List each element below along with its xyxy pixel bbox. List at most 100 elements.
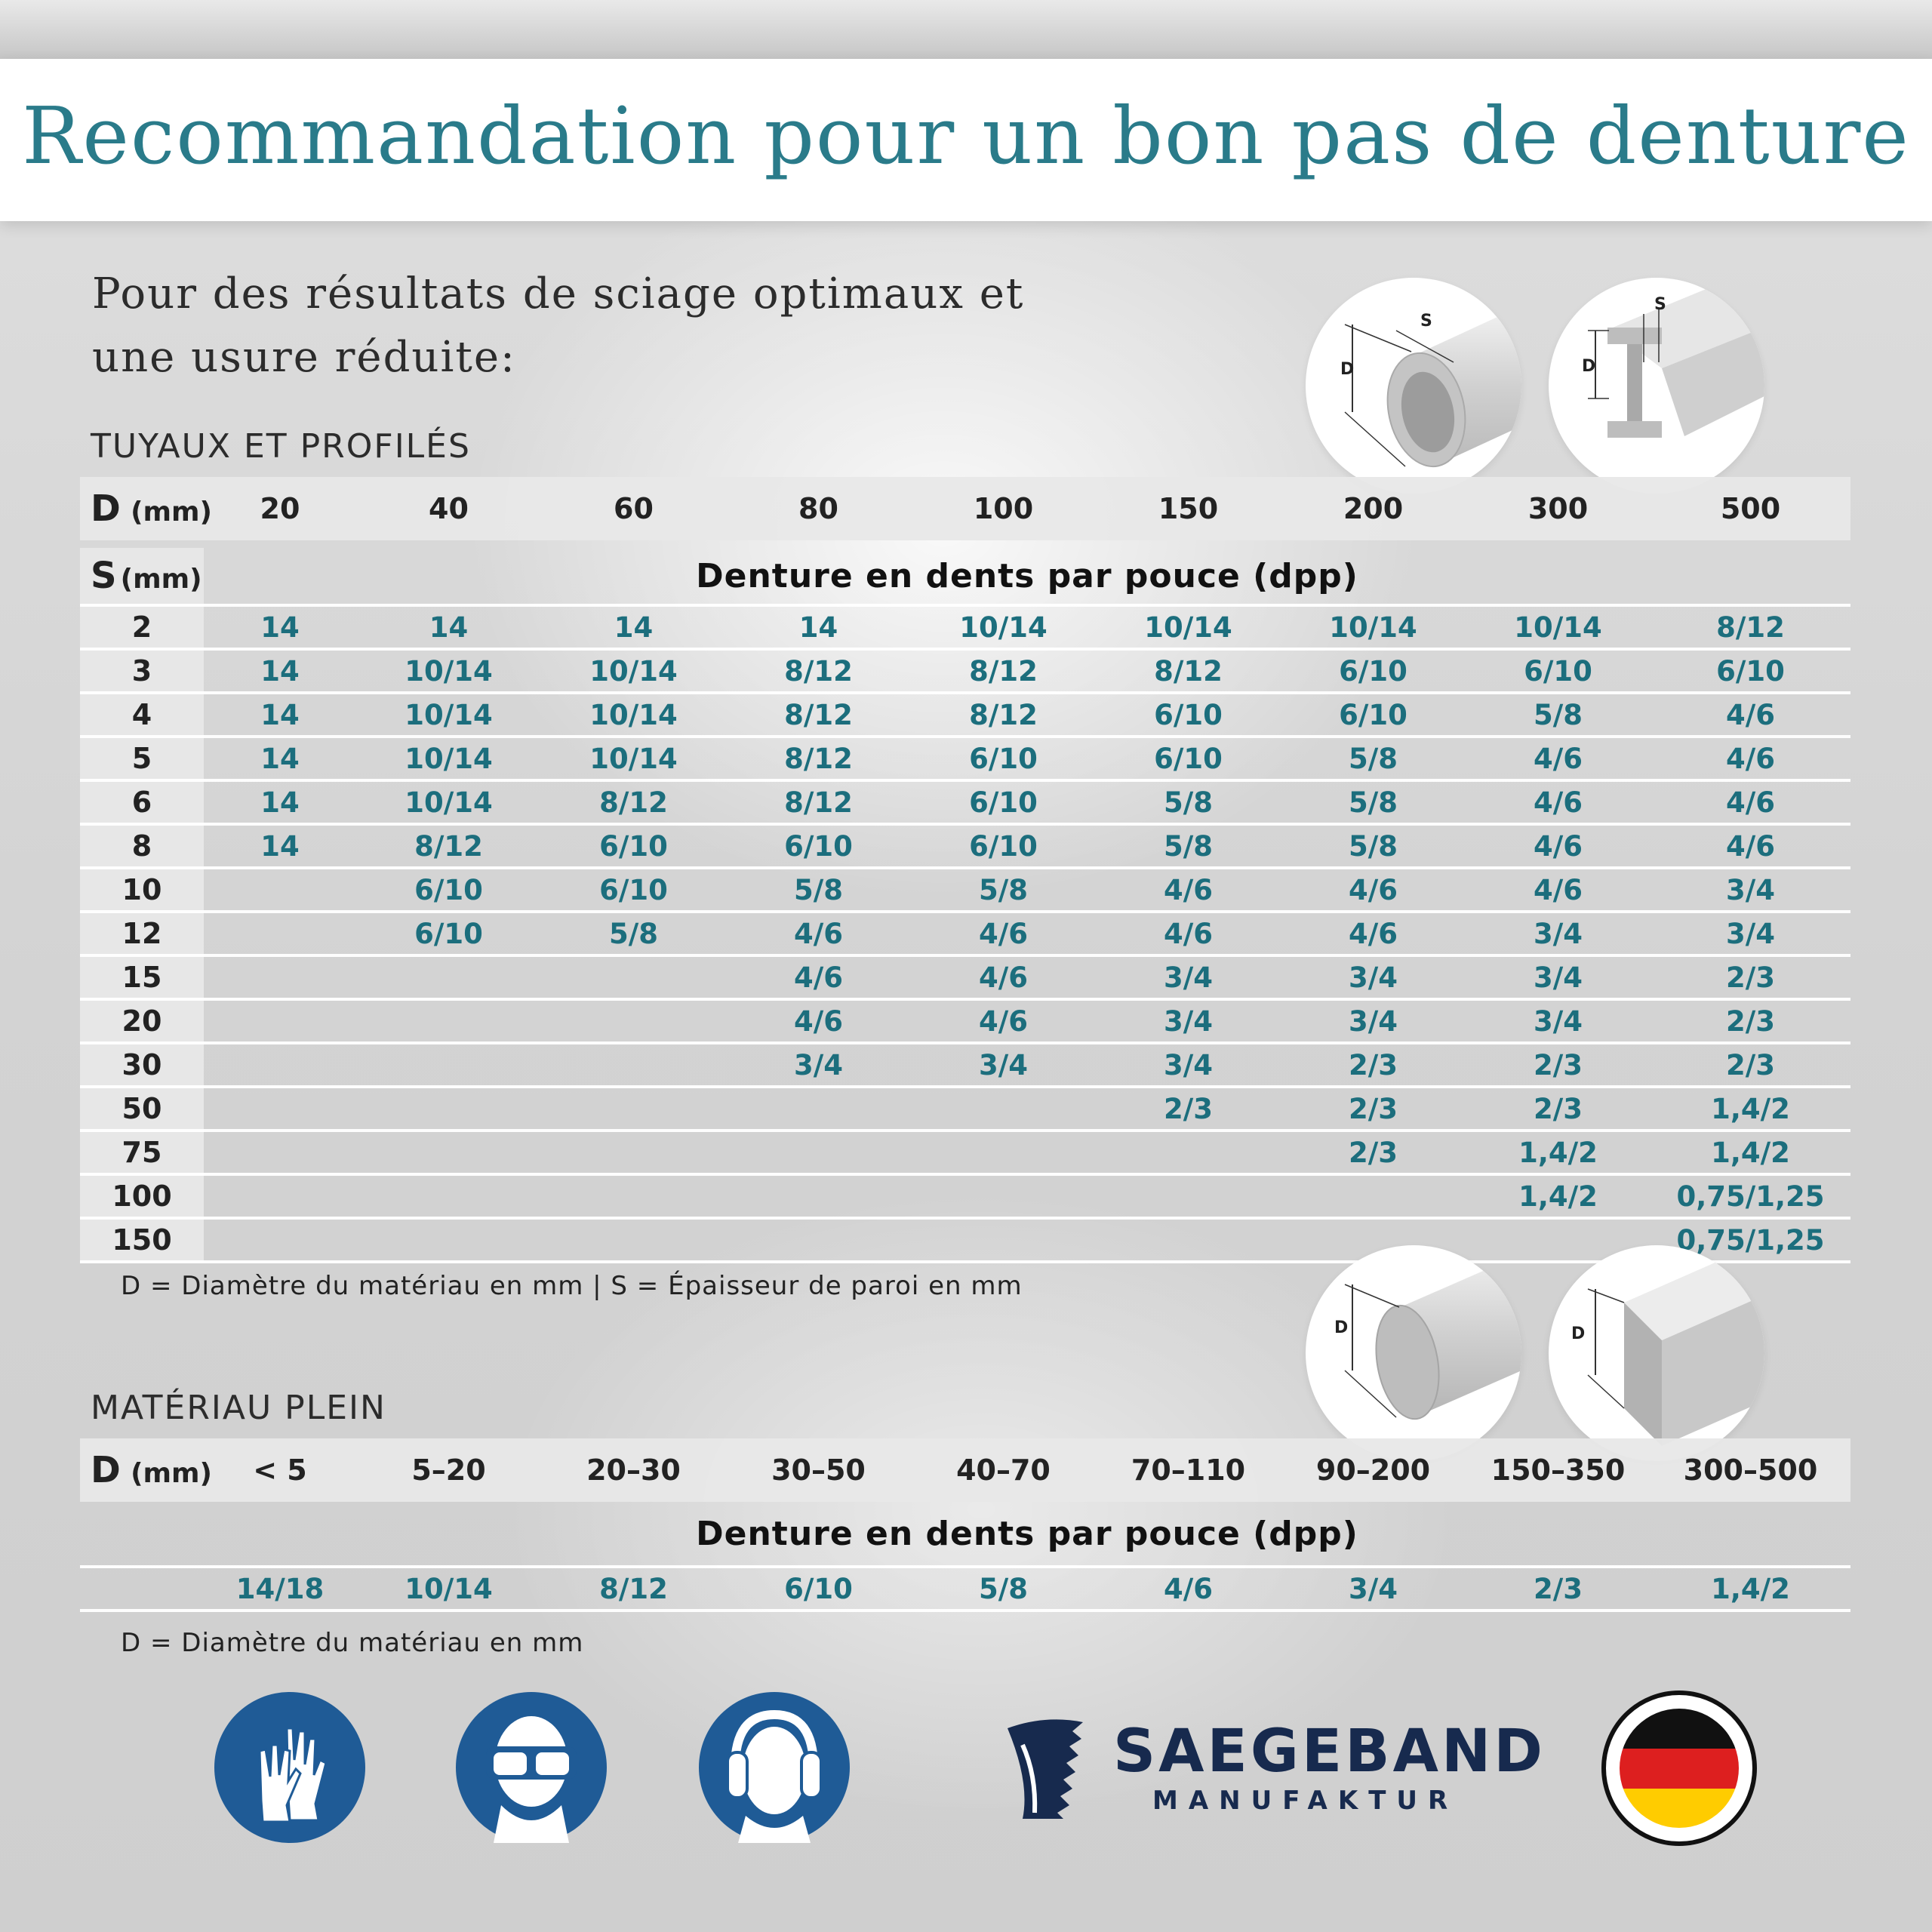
tpi-value-cell: 2/3 (1651, 1041, 1850, 1087)
table-row: 50 2/3 2/3 2/3 1,4/2 (80, 1085, 1850, 1131)
tpi-value-cell: 4/6 (1466, 866, 1651, 912)
s-value-cell: 12 (80, 910, 204, 955)
tpi-value-cell: 6/10 (1651, 648, 1850, 693)
tpi-value-cell: 14 (726, 604, 911, 649)
d-header-cell: 60 (541, 477, 726, 540)
tpi-value-cell: 5/8 (1281, 823, 1466, 868)
d-header-cell: 20 (204, 477, 356, 540)
s-value-cell: 30 (80, 1041, 204, 1087)
tpi-value-cell (204, 998, 356, 1043)
intro-text: Pour des résultats de sciage optimaux et… (92, 263, 1149, 389)
tpi-value-cell: 2/3 (1281, 1041, 1466, 1087)
solid-header-cell: 5–20 (356, 1438, 541, 1502)
tpi-value-cell: 8/12 (911, 691, 1096, 737)
goggles-icon (456, 1692, 607, 1843)
tpi-value-cell (1281, 1173, 1466, 1218)
tpi-value-cell (204, 1217, 356, 1263)
tpi-value-cell: 5/8 (1096, 779, 1281, 824)
tpi-value-cell: 4/6 (1651, 779, 1850, 824)
tpi-value-cell: 10/14 (356, 691, 541, 737)
tpi-value-cell: 10/14 (1281, 604, 1466, 649)
intro-line-1: Pour des résultats de sciage optimaux et (92, 269, 1025, 318)
s-value-cell: 100 (80, 1173, 204, 1218)
tpi-value-cell: 1,4/2 (1466, 1173, 1651, 1218)
tpi-value-cell: 6/10 (1466, 648, 1651, 693)
tpi-value-cell: 3/4 (726, 1041, 911, 1087)
tpi-value-cell (356, 1041, 541, 1087)
solid-value-cell: 8/12 (541, 1565, 726, 1612)
pipes-header-row: D (mm) 20 40 60 80 100 150 200 300 500 (80, 477, 1850, 540)
tpi-value-cell: 14 (356, 604, 541, 649)
tpi-value-cell (726, 1217, 911, 1263)
title-bar (0, 59, 1932, 221)
tpi-value-cell (1096, 1129, 1281, 1174)
solid-denture-label: Denture en dents par pouce (dpp) (696, 1514, 1358, 1553)
pipes-legend-note: D = Diamètre du matériau en mm | S = Épa… (121, 1271, 1023, 1301)
solid-value-cell: 1,4/2 (1651, 1565, 1850, 1612)
tpi-value-cell: 8/12 (911, 648, 1096, 693)
d-header-cell: 150 (1096, 477, 1281, 540)
tpi-value-cell: 3/4 (1466, 998, 1651, 1043)
tpi-value-cell: 8/12 (541, 779, 726, 824)
solid-values-row: 14/18 10/14 8/12 6/10 5/8 4/6 3/4 2/3 1,… (80, 1565, 1850, 1612)
tpi-value-cell: 1,4/2 (1651, 1129, 1850, 1174)
tpi-value-cell (356, 998, 541, 1043)
s-value-cell: 2 (80, 604, 204, 649)
table-row: 15 4/6 4/6 3/4 3/4 3/4 2/3 (80, 954, 1850, 999)
tpi-value-cell (541, 1217, 726, 1263)
tpi-value-cell: 4/6 (1281, 910, 1466, 955)
tpi-value-cell: 3/4 (1466, 954, 1651, 999)
tpi-value-cell: 5/8 (911, 866, 1096, 912)
solid-value-cell: 3/4 (1281, 1565, 1466, 1612)
solid-header-cell: 300–500 (1651, 1438, 1850, 1502)
tpi-value-cell: 3/4 (1096, 1041, 1281, 1087)
profile-d-label: D (1582, 357, 1595, 376)
tpi-value-cell: 3/4 (1466, 910, 1651, 955)
solid-value-cell: 5/8 (911, 1565, 1096, 1612)
tpi-value-cell: 3/4 (911, 1041, 1096, 1087)
tpi-value-cell: 4/6 (911, 910, 1096, 955)
tpi-value-cell: 6/10 (356, 910, 541, 955)
tpi-value-cell: 6/10 (911, 735, 1096, 780)
pipes-section-title: TUYAUX ET PROFILÉS (91, 427, 471, 466)
s-value-cell: 20 (80, 998, 204, 1043)
tpi-value-cell (541, 1129, 726, 1174)
tpi-value-cell (1096, 1173, 1281, 1218)
s-value-cell: 8 (80, 823, 204, 868)
solid-d-unit: (mm) (131, 1458, 213, 1489)
round-bar-diagram: D (1306, 1245, 1521, 1461)
tpi-value-cell (356, 1173, 541, 1218)
tpi-value-cell: 4/6 (1281, 866, 1466, 912)
d-header-cell: 40 (356, 477, 541, 540)
table-row: 2 14 14 14 14 10/14 10/14 10/14 10/14 8/12 (80, 604, 1850, 649)
solid-header-cell: 70–110 (1096, 1438, 1281, 1502)
tpi-value-cell: 1,4/2 (1466, 1129, 1651, 1174)
solid-value-cell: 4/6 (1096, 1565, 1281, 1612)
d-symbol: D (91, 488, 121, 530)
s-value-cell: 5 (80, 735, 204, 780)
tpi-value-cell: 14 (204, 823, 356, 868)
solid-header-cell: 90–200 (1281, 1438, 1466, 1502)
s-value-cell: 150 (80, 1217, 204, 1263)
tpi-value-cell: 8/12 (726, 779, 911, 824)
d-header-cell: 100 (911, 477, 1096, 540)
table-row: 150 0,75/1,25 (80, 1217, 1850, 1263)
tpi-value-cell: 4/6 (1096, 866, 1281, 912)
square-bar-diagram: D (1549, 1245, 1764, 1461)
tpi-value-cell: 4/6 (1466, 823, 1651, 868)
tpi-value-cell: 14 (204, 691, 356, 737)
tpi-value-cell: 4/6 (1466, 735, 1651, 780)
solid-value-cell: 2/3 (1466, 1565, 1651, 1612)
solid-table: D (mm) < 5 5–20 20–30 30–50 40–70 70–110… (80, 1438, 1850, 1612)
s-value-cell: 50 (80, 1085, 204, 1131)
tpi-value-cell: 4/6 (911, 998, 1096, 1043)
tpi-value-cell (204, 954, 356, 999)
tpi-value-cell: 4/6 (911, 954, 1096, 999)
solid-header-cell: 20–30 (541, 1438, 726, 1502)
solid-value-cell: 10/14 (356, 1565, 541, 1612)
d-header-cell: 300 (1466, 477, 1651, 540)
d-unit: (mm) (131, 497, 213, 528)
tpi-value-cell: 8/12 (356, 823, 541, 868)
tpi-value-cell: 2/3 (1651, 998, 1850, 1043)
tpi-value-cell: 3/4 (1651, 910, 1850, 955)
